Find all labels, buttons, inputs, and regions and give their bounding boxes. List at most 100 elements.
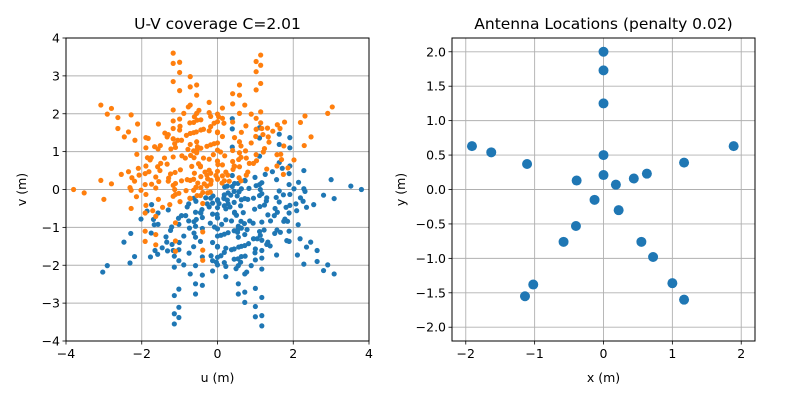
uv-point-conjugate bbox=[127, 185, 133, 191]
uv-point-baseline bbox=[238, 186, 244, 192]
uv-point-conjugate bbox=[177, 69, 183, 76]
uv-point-baseline bbox=[208, 253, 214, 259]
uv-point-baseline bbox=[225, 201, 231, 207]
uv-point-baseline bbox=[207, 220, 213, 226]
uv-point-conjugate bbox=[248, 140, 254, 146]
antenna-point bbox=[519, 291, 530, 302]
uv-point-baseline bbox=[242, 271, 248, 277]
uv-point-conjugate bbox=[214, 111, 221, 117]
antenna-point bbox=[571, 175, 582, 186]
uv-point-baseline bbox=[192, 223, 199, 229]
uv-point-conjugate bbox=[170, 193, 176, 199]
uv-point-baseline bbox=[273, 252, 280, 258]
uv-point-conjugate bbox=[153, 185, 159, 191]
uv-point-baseline bbox=[240, 210, 246, 216]
uv-point-baseline bbox=[148, 230, 154, 236]
uv-point-baseline bbox=[295, 179, 302, 185]
uv-point-baseline bbox=[214, 205, 221, 211]
uv-point-conjugate bbox=[206, 156, 212, 162]
x-axis-label: u (m) bbox=[201, 370, 235, 385]
uv-point-conjugate bbox=[236, 156, 242, 163]
uv-point-baseline bbox=[308, 239, 314, 245]
x-tick-label: 4 bbox=[365, 346, 373, 361]
uv-point-baseline bbox=[311, 202, 317, 208]
uv-point-baseline bbox=[293, 201, 299, 207]
uv-point-conjugate bbox=[134, 151, 140, 157]
uv-point-conjugate bbox=[194, 110, 200, 116]
uv-point-baseline bbox=[259, 266, 265, 272]
uv-point-baseline bbox=[295, 222, 301, 228]
uv-point-baseline bbox=[281, 218, 287, 224]
uv-point-conjugate bbox=[108, 105, 115, 112]
uv-point-baseline bbox=[167, 227, 174, 234]
uv-point-conjugate bbox=[194, 139, 200, 145]
uv-point-conjugate bbox=[191, 170, 197, 176]
uv-point-conjugate bbox=[177, 127, 183, 133]
y-tick-label: −2.0 bbox=[416, 320, 446, 335]
uv-point-conjugate bbox=[81, 190, 87, 196]
uv-point-baseline bbox=[176, 258, 182, 264]
uv-point-baseline bbox=[210, 193, 216, 199]
uv-point-conjugate bbox=[183, 188, 189, 194]
uv-point-baseline bbox=[209, 211, 216, 217]
uv-point-baseline bbox=[199, 282, 205, 288]
uv-point-baseline bbox=[191, 244, 197, 250]
uv-point-baseline bbox=[348, 183, 354, 189]
uv-point-baseline bbox=[259, 294, 265, 301]
uv-point-baseline bbox=[176, 314, 182, 321]
uv-point-conjugate bbox=[200, 200, 206, 207]
uv-point-baseline bbox=[211, 224, 218, 230]
uv-point-conjugate bbox=[200, 247, 206, 253]
uv-point-conjugate bbox=[207, 189, 213, 195]
uv-point-conjugate bbox=[278, 156, 285, 163]
uv-point-baseline bbox=[151, 222, 157, 228]
uv-point-conjugate bbox=[236, 164, 243, 170]
uv-point-baseline bbox=[225, 230, 231, 236]
uv-point-conjugate bbox=[264, 166, 270, 172]
uv-point-conjugate bbox=[253, 133, 259, 140]
uv-point-baseline bbox=[320, 267, 327, 274]
uv-point-conjugate bbox=[308, 134, 314, 140]
uv-point-conjugate bbox=[211, 141, 217, 147]
uv-point-baseline bbox=[261, 227, 267, 233]
uv-point-conjugate bbox=[210, 152, 216, 158]
uv-point-baseline bbox=[223, 274, 229, 280]
uv-point-baseline bbox=[273, 194, 279, 201]
uv-point-baseline bbox=[267, 218, 274, 224]
uv-point-baseline bbox=[186, 225, 193, 231]
uv-point-conjugate bbox=[219, 115, 226, 121]
antenna-point bbox=[648, 251, 659, 262]
uv-point-baseline bbox=[228, 247, 235, 253]
uv-point-baseline bbox=[276, 141, 282, 148]
uv-point-baseline bbox=[252, 314, 258, 320]
uv-point-conjugate bbox=[177, 116, 183, 122]
uv-point-conjugate bbox=[194, 92, 200, 98]
uv-point-conjugate bbox=[178, 137, 185, 143]
uv-point-conjugate bbox=[231, 135, 238, 141]
uv-point-baseline bbox=[301, 261, 307, 267]
uv-point-conjugate bbox=[182, 155, 188, 161]
uv-point-conjugate bbox=[214, 158, 221, 164]
axes-frame bbox=[451, 37, 756, 342]
uv-coverage-plot: −4 −2 0 2 4 4 3 2 1 0 −1 −2 −3 −4 U-V coverage C=2.01 u… bbox=[14, 15, 373, 385]
antenna-point bbox=[667, 278, 678, 289]
uv-point-baseline bbox=[171, 321, 177, 327]
uv-point-conjugate bbox=[217, 149, 224, 155]
uv-point-conjugate bbox=[132, 137, 138, 143]
uv-point-baseline bbox=[287, 135, 293, 141]
uv-point-baseline bbox=[252, 257, 258, 263]
uv-point-conjugate bbox=[170, 78, 176, 85]
uv-point-baseline bbox=[214, 262, 221, 268]
uv-point-conjugate bbox=[278, 151, 284, 157]
uv-point-conjugate bbox=[222, 153, 228, 159]
uv-point-baseline bbox=[138, 216, 144, 222]
uv-point-baseline bbox=[104, 263, 110, 269]
uv-point-conjugate bbox=[108, 181, 115, 187]
antenna-point bbox=[570, 220, 581, 231]
antenna-point bbox=[679, 157, 690, 168]
uv-point-baseline bbox=[163, 234, 169, 240]
uv-point-conjugate bbox=[187, 84, 193, 90]
uv-point-baseline bbox=[209, 258, 216, 264]
uv-point-conjugate bbox=[270, 128, 276, 134]
uv-point-baseline bbox=[286, 210, 292, 216]
